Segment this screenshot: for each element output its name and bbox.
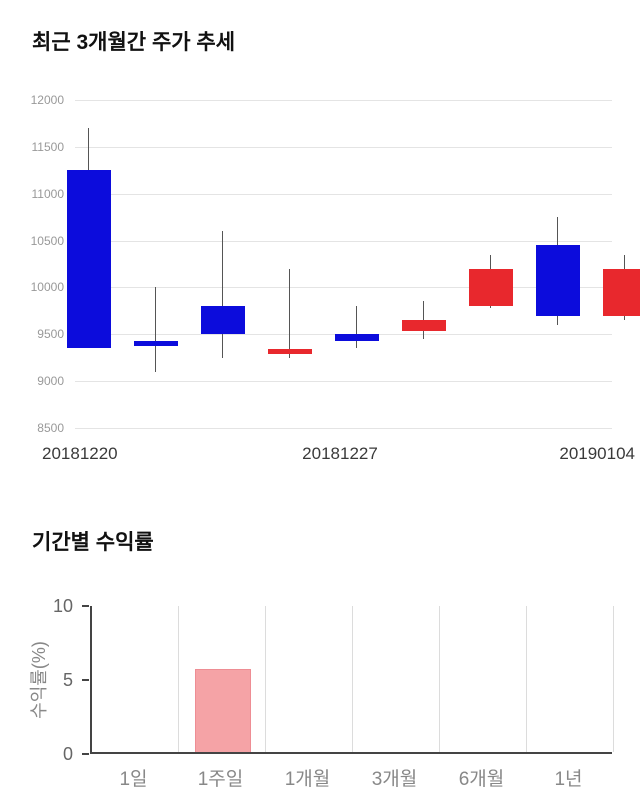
y-tick-label: 11000 xyxy=(31,186,64,201)
bar xyxy=(194,669,251,752)
candlestick-chart: 8500 9000 9500 10000 10500 11000 11500 12000 20… xyxy=(0,92,640,478)
bar-x-axis-labels: 1일 1주일 1개월 3개월 6개월 1년 xyxy=(90,764,612,790)
x-category-label: 3개월 xyxy=(371,769,418,790)
candle-x-axis-labels: 20181220 20181227 20190104 xyxy=(0,444,637,468)
y-tick-mark xyxy=(82,753,89,755)
returns-bar-chart: 수익률(%) 0 5 10 1일 1주일 1개월 3개월 6개월 1년 xyxy=(0,596,640,796)
y-tick-mark xyxy=(82,679,89,681)
x-category-label: 1년 xyxy=(554,769,583,790)
candle-body-up xyxy=(267,349,312,354)
x-tick-label: 20181227 xyxy=(302,444,378,463)
candle-body-down xyxy=(66,170,111,349)
y-tick-label: 12000 xyxy=(30,93,64,107)
y-tick-label: 9000 xyxy=(37,374,64,389)
candle-body-down xyxy=(334,334,379,341)
gridline xyxy=(75,193,612,195)
x-category-label: 1일 xyxy=(119,769,148,790)
candle-wick xyxy=(155,287,156,372)
gridline xyxy=(75,428,612,429)
candle-body-up xyxy=(401,320,446,332)
y-tick-label: 5 xyxy=(62,670,73,690)
gridline xyxy=(613,606,614,752)
bar-plot-area xyxy=(90,606,614,754)
x-category-label: 6개월 xyxy=(458,769,505,790)
candle-wick xyxy=(356,306,357,349)
bar-y-axis-labels: 0 5 10 xyxy=(0,596,89,764)
candle-wick xyxy=(222,231,223,358)
gridline xyxy=(439,606,440,752)
candle-body-down xyxy=(133,340,178,346)
candle-y-axis-labels: 8500 9000 9500 10000 10500 11000 11500 12000 xyxy=(0,93,68,435)
gridline xyxy=(178,606,179,752)
y-tick-label: 10500 xyxy=(30,233,64,248)
candle-body-up xyxy=(602,268,640,317)
y-tick-label: 10000 xyxy=(30,280,64,295)
x-category-label: 1주일 xyxy=(197,769,244,790)
x-category-label: 1개월 xyxy=(284,769,331,790)
gridline xyxy=(75,100,612,101)
y-tick-label: 11500 xyxy=(31,139,64,154)
x-tick-label: 20190104 xyxy=(559,444,635,463)
candle-body-down xyxy=(535,245,580,316)
candle-body-down xyxy=(200,306,245,335)
gridline xyxy=(75,287,612,289)
gridline xyxy=(75,146,612,148)
gridline xyxy=(526,606,527,752)
gridline xyxy=(265,606,266,752)
x-tick-label: 20181220 xyxy=(42,444,118,463)
y-tick-mark xyxy=(82,605,89,607)
returns-chart-title: 기간별 수익률 xyxy=(32,531,154,554)
y-tick-label: 8500 xyxy=(37,421,64,435)
gridline xyxy=(75,381,612,383)
candle-plot-area xyxy=(66,100,640,429)
gridline xyxy=(352,606,353,752)
gridline xyxy=(75,240,612,242)
candle-body-up xyxy=(468,268,513,307)
candle-wick xyxy=(289,268,290,358)
y-tick-label: 9500 xyxy=(37,327,64,342)
candlestick-chart-title: 최근 3개월간 주가 추세 xyxy=(32,31,236,54)
y-tick-label: 10 xyxy=(52,596,73,616)
y-tick-label: 0 xyxy=(62,744,73,764)
